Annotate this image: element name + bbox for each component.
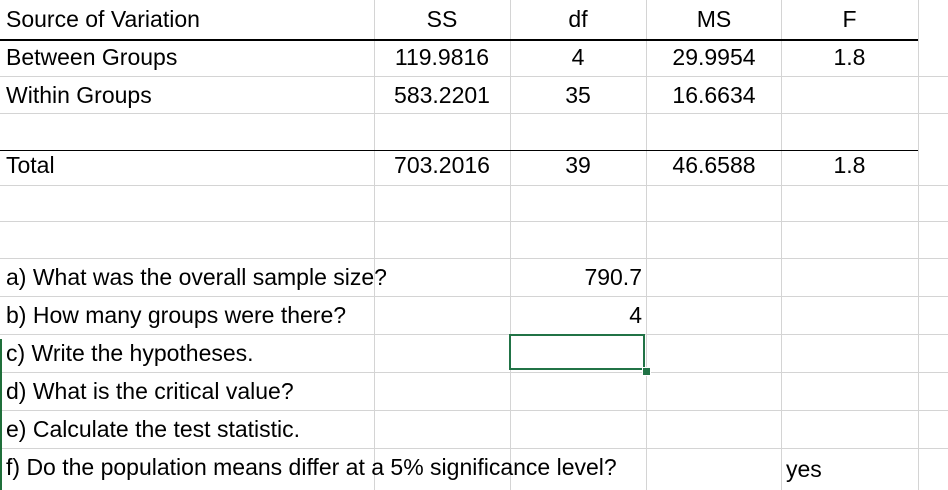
within-label[interactable]: Within Groups [6,82,152,108]
between-ss[interactable]: 119.9816 [394,44,490,70]
selected-cell[interactable] [509,334,645,370]
header-source[interactable]: Source of Variation [6,6,200,32]
row-divider [0,372,948,373]
row-divider [0,448,948,449]
question-f[interactable]: f) Do the population means differ at a 5… [6,454,617,480]
header-f[interactable]: F [842,6,857,32]
total-df[interactable]: 39 [565,152,591,178]
answer-f[interactable]: yes [786,456,822,482]
row-divider [0,334,948,335]
column-divider [646,0,647,490]
between-label[interactable]: Between Groups [6,44,178,70]
row-divider [0,410,948,411]
row-divider [0,258,948,259]
question-b[interactable]: b) How many groups were there? [6,302,347,328]
header-ms[interactable]: MS [696,6,732,32]
row-divider [0,221,948,222]
row-divider [0,76,948,77]
total-f[interactable]: 1.8 [833,152,866,178]
question-e[interactable]: e) Calculate the test statistic. [6,416,301,442]
column-divider [510,0,511,490]
between-ms[interactable]: 29.9954 [672,44,756,70]
row-divider [0,296,948,297]
column-divider [918,0,919,490]
column-divider [781,0,782,490]
within-ms[interactable]: 16.6634 [672,82,756,108]
total-overline [0,150,918,151]
within-df[interactable]: 35 [565,82,591,108]
row-divider [0,185,948,186]
between-df[interactable]: 4 [571,44,585,70]
row-divider [0,113,948,114]
question-d[interactable]: d) What is the critical value? [6,378,294,404]
answer-b[interactable]: 4 [629,302,642,328]
total-label[interactable]: Total [6,152,55,178]
question-block-border [0,339,2,490]
between-f[interactable]: 1.8 [833,44,866,70]
header-df[interactable]: df [568,6,588,32]
question-a[interactable]: a) What was the overall sample size? [6,264,387,290]
question-c[interactable]: c) Write the hypotheses. [6,340,254,366]
within-ss[interactable]: 583.2201 [394,82,490,108]
total-ss[interactable]: 703.2016 [394,152,490,178]
header-ss[interactable]: SS [426,6,458,32]
answer-a[interactable]: 790.7 [584,264,642,290]
header-underline [0,39,918,41]
fill-handle[interactable] [642,367,651,376]
total-ms[interactable]: 46.6588 [672,152,756,178]
column-divider [374,0,375,490]
